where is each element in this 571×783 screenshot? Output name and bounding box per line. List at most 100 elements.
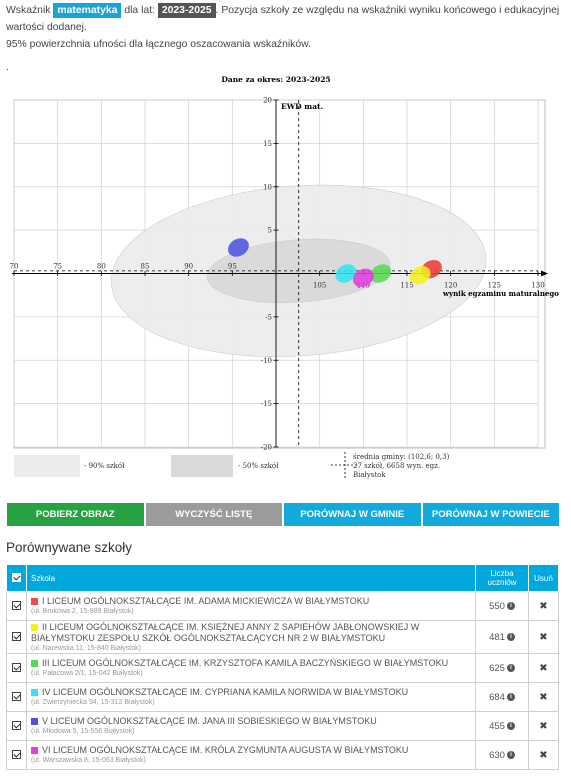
compare-gmina-button[interactable]: PORÓWNAJ W GMINIE bbox=[284, 503, 421, 526]
school-color-swatch bbox=[31, 660, 38, 668]
x-axis-arrow bbox=[541, 270, 548, 277]
y-tick-label: 15 bbox=[263, 140, 272, 148]
x-tick-label: 125 bbox=[488, 282, 501, 290]
info-icon[interactable]: i bbox=[506, 750, 515, 759]
intro-description: . Pozycja szkoły ze względu na wskaźniki… bbox=[6, 5, 560, 33]
row-select-cell[interactable] bbox=[6, 620, 27, 654]
student-count: 684 bbox=[489, 691, 505, 703]
x-tick-label: 120 bbox=[444, 282, 457, 290]
school-color-swatch bbox=[31, 689, 38, 697]
school-address: (ul. Warszawska 8, 15-063 Białystok) bbox=[31, 757, 146, 764]
y-tick-label: 20 bbox=[263, 97, 272, 105]
school-name: II LICEUM OGÓLNOKSZTAŁCĄCE IM. KSIĘŻNEJ … bbox=[31, 621, 420, 643]
years-label: dla lat: bbox=[124, 5, 155, 16]
row-select-cell[interactable] bbox=[6, 682, 27, 712]
info-icon[interactable]: i bbox=[506, 663, 515, 672]
row-checkbox[interactable] bbox=[12, 749, 21, 759]
school-point[interactable] bbox=[332, 261, 360, 287]
row-select-cell[interactable] bbox=[6, 711, 27, 741]
info-icon[interactable]: i bbox=[506, 601, 515, 610]
y-tick-label: -10 bbox=[261, 357, 272, 365]
select-all-checkbox[interactable] bbox=[12, 572, 21, 582]
table-row: IV LICEUM OGÓLNOKSZTAŁCĄCE IM. CYPRIANA … bbox=[6, 682, 559, 712]
y-tick-label: -20 bbox=[261, 444, 272, 452]
intro-prefix: Wskaźnik bbox=[6, 5, 51, 16]
remove-school-button[interactable]: ✖ bbox=[528, 682, 559, 712]
remove-school-button[interactable]: ✖ bbox=[528, 591, 559, 621]
school-name: I LICEUM OGÓLNOKSZTAŁCĄCE IM. ADAMA MICK… bbox=[42, 596, 370, 606]
school-name: VI LICEUM OGÓLNOKSZTAŁCĄCE IM. KRÓLA ZYG… bbox=[42, 745, 409, 755]
row-select-cell[interactable] bbox=[6, 591, 27, 621]
row-checkbox[interactable] bbox=[12, 720, 21, 730]
school-address: (ul. Zwierzyniecka 94, 15-312 Białystok) bbox=[31, 699, 155, 706]
student-count-cell: 550 i bbox=[475, 591, 529, 621]
student-count-cell: 455 i bbox=[475, 711, 529, 741]
y-axis-label: EWD mat. bbox=[281, 102, 323, 111]
remove-school-button[interactable]: ✖ bbox=[528, 653, 559, 683]
header-remove: Usuń bbox=[528, 564, 559, 592]
school-point[interactable] bbox=[350, 265, 378, 291]
school-address: (ul. Pałacowa 2/1, 15-042 Białystok) bbox=[31, 670, 143, 677]
table-row: VI LICEUM OGÓLNOKSZTAŁCĄCE IM. KRÓLA ZYG… bbox=[6, 740, 559, 770]
row-checkbox[interactable] bbox=[12, 662, 21, 672]
school-name-line: I LICEUM OGÓLNOKSZTAŁCĄCE IM. ADAMA MICK… bbox=[31, 596, 471, 607]
years-badge: 2023-2025 bbox=[157, 3, 216, 18]
info-icon[interactable]: i bbox=[506, 632, 515, 641]
school-point[interactable] bbox=[225, 235, 253, 261]
compare-powiat-button[interactable]: PORÓWNAJ W POWIECIE bbox=[422, 503, 559, 526]
x-tick-label: 70 bbox=[10, 263, 19, 271]
student-count: 625 bbox=[489, 662, 505, 674]
school-cell: III LICEUM OGÓLNOKSZTAŁCĄCE IM. KRZYSZTO… bbox=[26, 653, 476, 683]
x-tick-label: 105 bbox=[313, 282, 326, 290]
school-color-swatch bbox=[31, 718, 38, 726]
row-checkbox[interactable] bbox=[12, 631, 21, 641]
legend-average-marker bbox=[331, 452, 359, 478]
table-row: III LICEUM OGÓLNOKSZTAŁCĄCE IM. KRZYSZTO… bbox=[6, 653, 559, 683]
school-color-swatch bbox=[31, 747, 38, 755]
row-checkbox[interactable] bbox=[12, 600, 21, 610]
x-tick-label: 130 bbox=[531, 282, 544, 290]
student-count-cell: 625 i bbox=[475, 653, 529, 683]
school-name-line: II LICEUM OGÓLNOKSZTAŁCĄCE IM. KSIĘŻNEJ … bbox=[31, 622, 471, 644]
table-header-row: Szkoła Liczba uczniów Usuń bbox=[6, 564, 559, 592]
row-select-cell[interactable] bbox=[6, 653, 27, 683]
remove-school-button[interactable]: ✖ bbox=[528, 740, 559, 770]
download-image-button[interactable]: POBIERZ OBRAZ bbox=[7, 503, 144, 526]
student-count: 550 bbox=[489, 600, 505, 612]
info-icon[interactable]: i bbox=[506, 721, 515, 730]
x-tick-label: 75 bbox=[53, 263, 62, 271]
school-address: (ul. Narewska 11, 15-840 Białystok) bbox=[31, 644, 141, 652]
school-name-line: IV LICEUM OGÓLNOKSZTAŁCĄCE IM. CYPRIANA … bbox=[31, 687, 471, 698]
intro-text: Wskaźnik matematyka dla lat: 2023-2025. … bbox=[6, 2, 566, 53]
clear-list-button[interactable]: WYCZYŚĆ LISTĘ bbox=[145, 503, 282, 526]
y-tick-label: -15 bbox=[261, 400, 272, 408]
remove-school-button[interactable]: ✖ bbox=[528, 620, 559, 654]
student-count: 481 bbox=[489, 631, 505, 643]
school-address: (ul. Brukowa 2, 15-889 Białystok) bbox=[31, 608, 134, 615]
header-school: Szkoła bbox=[26, 564, 476, 592]
x-tick-label: 90 bbox=[184, 263, 193, 271]
x-tick-label: 80 bbox=[97, 263, 106, 271]
schools-table: Szkoła Liczba uczniów Usuń I LICEUM OGÓL… bbox=[6, 564, 559, 770]
row-checkbox[interactable] bbox=[12, 691, 21, 701]
school-point[interactable] bbox=[406, 262, 434, 288]
select-all-header[interactable] bbox=[6, 564, 27, 592]
info-icon[interactable]: i bbox=[506, 692, 515, 701]
legend-swatch-50 bbox=[171, 455, 233, 477]
table-row: I LICEUM OGÓLNOKSZTAŁCĄCE IM. ADAMA MICK… bbox=[6, 591, 559, 621]
row-select-cell[interactable] bbox=[6, 740, 27, 770]
school-point[interactable] bbox=[367, 261, 395, 287]
x-tick-label: 95 bbox=[228, 263, 237, 271]
y-tick-label: 5 bbox=[268, 227, 272, 235]
table-row: II LICEUM OGÓLNOKSZTAŁCĄCE IM. KSIĘŻNEJ … bbox=[6, 620, 559, 654]
confidence-note: 95% powierzchnia ufności dla łącznego os… bbox=[6, 39, 311, 50]
student-count-cell: 630 i bbox=[475, 740, 529, 770]
remove-school-button[interactable]: ✖ bbox=[528, 711, 559, 741]
student-count-cell: 684 i bbox=[475, 682, 529, 712]
action-buttons: POBIERZ OBRAZ WYCZYŚĆ LISTĘ PORÓWNAJ W G… bbox=[7, 503, 559, 526]
table-row: V LICEUM OGÓLNOKSZTAŁCĄCE IM. JANA III S… bbox=[6, 711, 559, 741]
school-cell: VI LICEUM OGÓLNOKSZTAŁCĄCE IM. KRÓLA ZYG… bbox=[26, 740, 476, 770]
indicator-badge: matematyka bbox=[53, 3, 122, 18]
student-count: 455 bbox=[489, 720, 505, 732]
dot-text: . bbox=[6, 62, 9, 73]
